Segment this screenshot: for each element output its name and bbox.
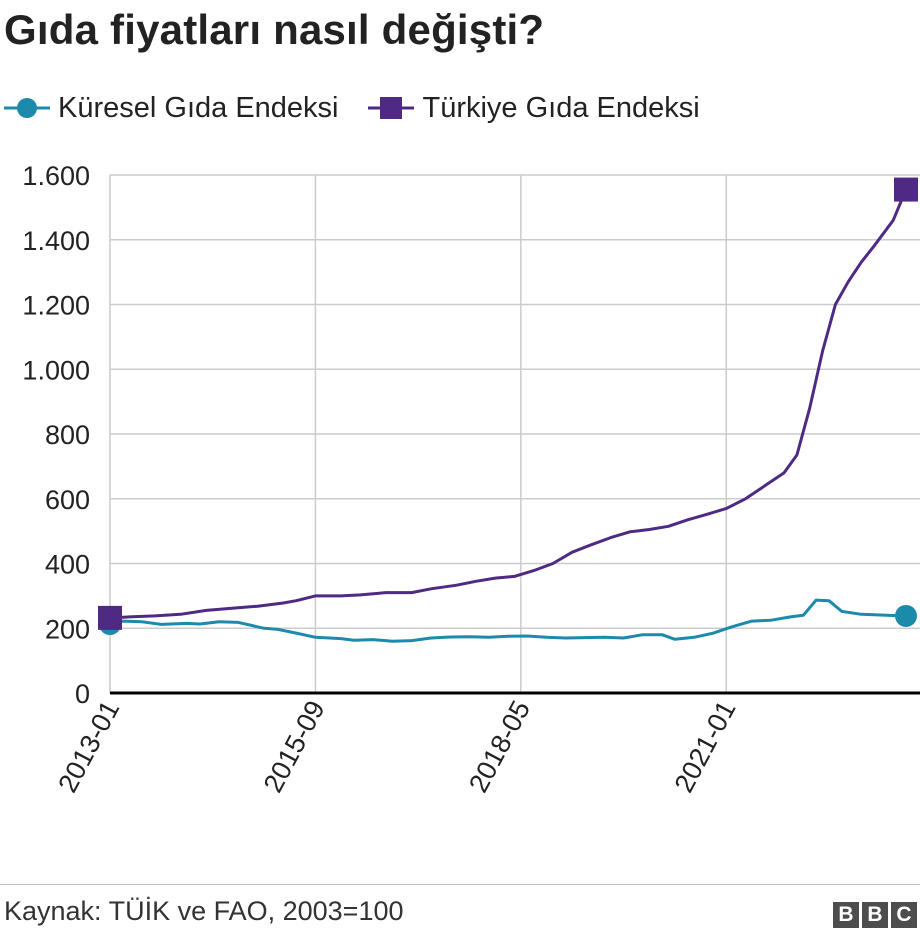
y-tick-label: 1.600	[22, 161, 90, 191]
legend: Küresel Gıda Endeksi Türkiye Gıda Endeks…	[4, 86, 730, 130]
x-tick-label: 2018-05	[463, 696, 536, 798]
legend-item-turkey: Türkiye Gıda Endeksi	[368, 91, 700, 125]
grid	[109, 174, 920, 695]
y-tick-label: 0	[75, 679, 90, 709]
logo-letter-b1: B	[833, 902, 859, 928]
y-tick-label: 600	[45, 485, 90, 515]
y-tick-label: 800	[45, 420, 90, 450]
series-line-global	[109, 598, 907, 643]
footer-divider	[0, 884, 920, 885]
x-tick-label: 2013-01	[52, 696, 125, 798]
bbc-logo: B B C	[830, 902, 917, 928]
legend-label-turkey: Türkiye Gıda Endeksi	[422, 91, 700, 124]
y-tick-label: 400	[45, 550, 90, 580]
series	[98, 177, 918, 643]
logo-letter-b2: B	[862, 902, 888, 928]
x-tick-label: 2021-01	[669, 696, 742, 798]
x-axis-ticks: 2013-01 2015-09 2018-05 2021-01	[52, 696, 741, 798]
y-tick-label: 1.200	[22, 291, 90, 321]
y-axis-ticks: 0 200 400 600 800 1.000 1.200 1.400 1.600	[22, 161, 90, 709]
y-tick-label: 200	[45, 614, 90, 644]
y-tick-label: 1.400	[22, 226, 90, 256]
endpoint-marker-global-end	[895, 604, 917, 627]
chart-title: Gıda fiyatları nasıl değişti?	[4, 6, 545, 53]
y-tick-label: 1.000	[22, 355, 90, 385]
legend-circle-marker-icon	[4, 98, 50, 118]
endpoint-marker-turkey-end	[894, 177, 918, 202]
legend-item-global: Küresel Gıda Endeksi	[4, 92, 338, 125]
series-line-turkey	[109, 189, 908, 620]
legend-square-marker-icon	[368, 97, 415, 119]
line-chart: 0 200 400 600 800 1.000 1.200 1.400 1.600 2013-0…	[22, 161, 920, 798]
logo-letter-c: C	[891, 902, 917, 928]
endpoint-marker-turkey-start	[98, 605, 122, 630]
x-tick-label: 2015-09	[258, 696, 331, 798]
legend-label-global: Küresel Gıda Endeksi	[58, 91, 339, 124]
source-note: Kaynak: TÜİK ve FAO, 2003=100	[4, 896, 404, 926]
